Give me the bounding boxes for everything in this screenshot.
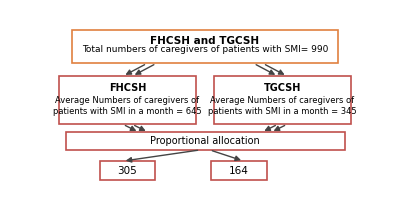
- Text: FHCSH and TGCSH: FHCSH and TGCSH: [150, 36, 260, 46]
- Bar: [214, 76, 351, 124]
- Text: Proportional allocation: Proportional allocation: [150, 136, 260, 146]
- Text: FHCSH: FHCSH: [109, 83, 146, 93]
- Text: TGCSH: TGCSH: [264, 83, 301, 93]
- Text: Average Numbers of caregivers of
patients with SMI in a month = 645: Average Numbers of caregivers of patient…: [53, 96, 202, 116]
- Bar: [100, 161, 155, 180]
- Bar: [66, 132, 344, 150]
- Bar: [59, 76, 196, 124]
- Text: 164: 164: [229, 166, 249, 176]
- Text: 305: 305: [118, 166, 137, 176]
- Bar: [211, 161, 267, 180]
- Bar: [72, 30, 338, 63]
- Text: Average Numbers of caregivers of
patients with SMI in a month = 345: Average Numbers of caregivers of patient…: [208, 96, 357, 116]
- Text: Total numbers of caregivers of patients with SMI= 990: Total numbers of caregivers of patients …: [82, 45, 328, 54]
